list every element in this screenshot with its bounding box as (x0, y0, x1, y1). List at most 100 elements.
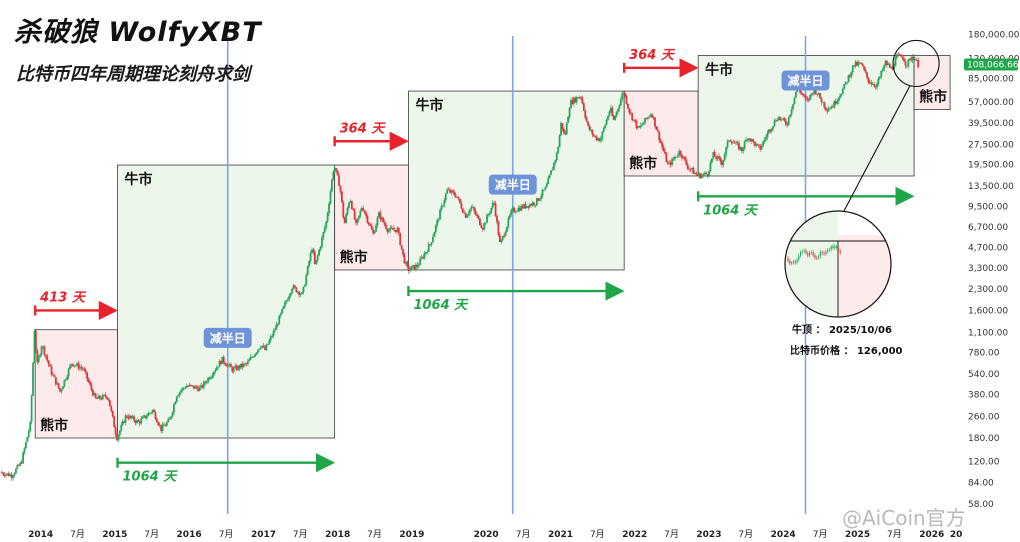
candle-body-304 (433, 232, 436, 237)
candle-body-339 (483, 223, 486, 230)
candle-body-21 (30, 395, 33, 422)
halving-label-0: 减半日 (210, 330, 246, 345)
candle-body-140 (200, 385, 202, 388)
zoom-candle-body-12 (809, 252, 811, 256)
candle-body-639 (910, 58, 913, 61)
candle-body-235 (335, 168, 338, 171)
candle-body-463 (659, 140, 662, 143)
candle-body-27 (39, 354, 42, 357)
candle-body-189 (269, 336, 272, 341)
candle-body-132 (188, 384, 191, 387)
candle-body-287 (409, 269, 412, 271)
candle-body-408 (581, 97, 584, 104)
y-tick-label-20: 120.00 (968, 458, 1000, 468)
candle-body-515 (733, 142, 736, 144)
candle-body-354 (504, 231, 507, 237)
candle-body-123 (175, 396, 178, 402)
candle-body-88 (126, 415, 128, 418)
candle-body-581 (827, 109, 830, 112)
candle-body-112 (160, 424, 163, 431)
candle-body-481 (685, 159, 688, 165)
candle-body-114 (163, 424, 165, 426)
candle-body-286 (407, 266, 410, 271)
x-tick-label-17: 2023 (696, 530, 721, 540)
candle-body-351 (500, 239, 503, 243)
candle-body-69 (99, 395, 101, 399)
candle-body-378 (538, 198, 541, 201)
candle-body-171 (244, 363, 246, 365)
candle-body-561 (799, 89, 802, 93)
candle-body-588 (837, 97, 840, 102)
candle-body-271 (386, 228, 389, 232)
candle-body-201 (286, 299, 289, 302)
candle-body-156 (222, 356, 225, 363)
candle-body-121 (173, 404, 175, 413)
candle-body-576 (820, 98, 823, 103)
zoom-candle-body-19 (821, 252, 823, 254)
candle-body-577 (822, 102, 824, 103)
candle-body-473 (673, 157, 676, 159)
candle-body-193 (275, 324, 278, 330)
candle-body-196 (279, 313, 282, 316)
candle-body-387 (551, 169, 554, 171)
candle-body-54 (77, 363, 80, 369)
candle-body-58 (83, 369, 86, 371)
candle-body-259 (369, 224, 372, 226)
candle-body-239 (340, 191, 343, 203)
candle-body-530 (755, 143, 757, 146)
candle-body-326 (464, 212, 467, 218)
candle-body-17 (25, 441, 27, 449)
candle-body-126 (180, 390, 182, 393)
candle-body-385 (548, 174, 551, 179)
candle-body-190 (271, 336, 274, 337)
candle-body-529 (753, 141, 756, 146)
y-tick-label-13: 1,600.00 (968, 306, 1008, 316)
candle-body-367 (523, 203, 525, 209)
candle-body-175 (249, 356, 252, 360)
candle-body-306 (436, 219, 439, 226)
bear-zone-0 (34, 329, 118, 439)
candle-body-580 (826, 109, 829, 112)
candle-body-33 (47, 360, 50, 365)
x-tick-label-6: 2017 (251, 530, 276, 540)
candle-body-461 (656, 129, 659, 132)
candle-body-185 (264, 346, 266, 351)
y-tick-label-0: 180,000.00 (968, 31, 1020, 41)
candle-body-87 (124, 415, 127, 423)
candle-body-549 (782, 118, 784, 119)
candle-body-292 (416, 264, 419, 267)
candle-body-145 (207, 377, 209, 383)
candle-body-536 (763, 139, 766, 142)
candle-body-43 (62, 386, 64, 390)
candle-body-360 (513, 208, 515, 212)
candle-body-81 (116, 434, 118, 441)
candle-body-331 (471, 207, 474, 208)
candle-body-52 (74, 365, 77, 367)
candle-body-182 (259, 347, 262, 349)
candle-body-520 (740, 147, 743, 152)
candle-body-432 (615, 111, 618, 117)
candle-body-303 (432, 236, 434, 243)
bear-zone-label-2: 熊市 (340, 249, 368, 266)
candle-body-36 (52, 374, 54, 376)
candle-body-95 (136, 420, 138, 423)
top-zoom-callout: 牛顶 ： 2025/10/06 比特币价格 ： 126,000 (784, 39, 940, 357)
candle-body-532 (757, 144, 760, 147)
candle-body-244 (348, 202, 350, 209)
candle-body-411 (585, 117, 588, 122)
candle-body-246 (350, 201, 353, 209)
candle-body-638 (908, 58, 911, 60)
candle-body-363 (517, 207, 520, 212)
candle-body-542 (772, 126, 774, 129)
candle-body-176 (251, 356, 254, 358)
candle-body-423 (602, 128, 605, 132)
candle-body-406 (578, 97, 581, 99)
candle-body-313 (446, 189, 449, 194)
candle-body-616 (877, 78, 880, 84)
candle-body-548 (780, 118, 783, 120)
candle-body-637 (907, 59, 910, 66)
candle-body-305 (434, 225, 437, 233)
candle-body-584 (831, 106, 834, 108)
candle-body-327 (466, 215, 469, 218)
candle-body-236 (336, 170, 339, 176)
